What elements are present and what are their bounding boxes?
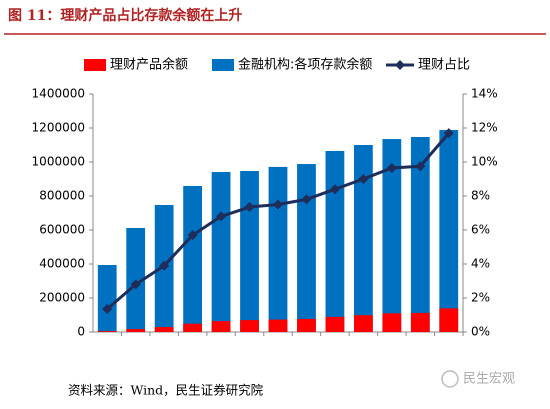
bar [410, 137, 430, 332]
bar [297, 318, 316, 332]
y2-tick-label: 12% [471, 121, 498, 135]
y2-tick-label: 4% [471, 257, 490, 271]
line-marker [329, 184, 340, 195]
bar [183, 323, 203, 332]
y2-tick-label: 10% [471, 155, 498, 169]
y2-tick-label: 2% [471, 291, 490, 305]
line-marker [159, 260, 170, 271]
bar [154, 327, 174, 332]
legend-label: 理财占比 [418, 58, 470, 73]
watermark: 民生宏观 [463, 372, 515, 387]
chart-title: 图 11：理财产品占比存款余额在上升 [8, 7, 242, 24]
bar [240, 320, 259, 332]
bar [268, 319, 288, 332]
y-tick-label: 1400000 [32, 87, 85, 101]
legend-swatch [212, 59, 234, 71]
legend-swatch [84, 59, 106, 71]
y2-tick-label: 8% [471, 189, 490, 203]
line-marker [386, 162, 397, 173]
bar [353, 145, 373, 332]
bar [211, 321, 231, 332]
y-tick-label: 0 [77, 325, 85, 339]
line-marker [273, 199, 283, 210]
y2-tick-label: 6% [471, 223, 490, 237]
line-marker [415, 161, 426, 172]
bar [268, 166, 288, 332]
bar [410, 312, 430, 332]
bar [325, 150, 345, 332]
bar [240, 171, 259, 332]
bar [353, 315, 373, 332]
line-marker [244, 202, 255, 213]
bar [126, 329, 146, 332]
line-marker [443, 128, 454, 139]
y-tick-label: 600000 [39, 223, 85, 237]
bar [97, 331, 117, 332]
y-tick-label: 800000 [39, 189, 85, 203]
y-tick-label: 400000 [39, 257, 85, 271]
bar [382, 313, 402, 332]
line-marker [358, 174, 369, 184]
bar [382, 139, 402, 332]
bar [97, 265, 117, 332]
y2-tick-label: 14% [471, 87, 498, 101]
line-marker [301, 194, 312, 205]
bar [297, 164, 316, 332]
bar [439, 308, 459, 332]
bar [439, 130, 459, 332]
line-marker [102, 304, 113, 315]
line-marker [216, 211, 227, 222]
y-tick-label: 1000000 [32, 155, 85, 169]
line-marker [187, 230, 198, 241]
y-tick-label: 1200000 [32, 121, 85, 135]
legend-label: 理财产品余额 [110, 57, 188, 73]
y-tick-label: 200000 [39, 291, 85, 305]
line-marker [130, 279, 141, 290]
watermark-icon [441, 370, 459, 388]
legend-label: 金融机构:各项存款余额 [238, 57, 372, 73]
source: 资料来源：Wind，民生证券研究院 [68, 383, 264, 398]
y2-tick-label: 0% [471, 325, 490, 339]
legend-swatch-marker [395, 60, 405, 70]
bar [211, 172, 231, 332]
bar [325, 316, 345, 332]
bar [183, 185, 203, 332]
